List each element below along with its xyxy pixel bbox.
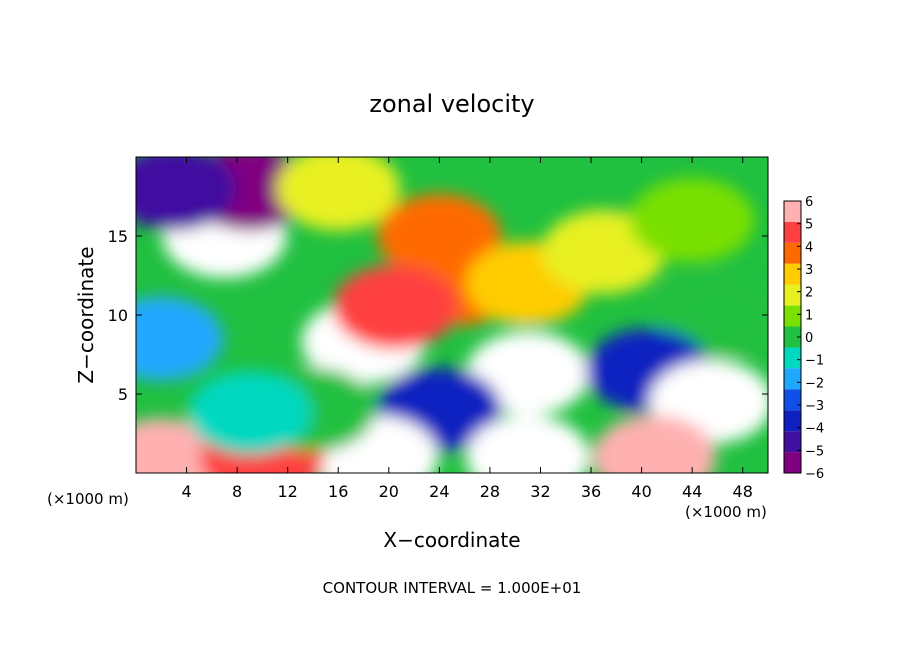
x-tick-label: 8 bbox=[232, 482, 242, 501]
field-blob bbox=[465, 415, 590, 473]
y-tick-label: 10 bbox=[108, 306, 128, 325]
chart-title: zonal velocity bbox=[369, 90, 534, 118]
field-blob bbox=[630, 178, 755, 263]
field-blob bbox=[187, 370, 312, 455]
colorbar-segment bbox=[784, 326, 801, 348]
x-unit-right: (×1000 m) bbox=[685, 503, 767, 521]
colorbar-tick-label: −6 bbox=[805, 467, 824, 482]
x-axis: 4 8 12 16 20 24 28 32 36 40 44 48 bbox=[181, 157, 753, 501]
colorbar-tick-label: 4 bbox=[805, 240, 813, 255]
colorbar-tick-label: 3 bbox=[805, 263, 813, 278]
colorbar-segment bbox=[784, 431, 801, 453]
x-tick-label: 28 bbox=[480, 482, 500, 501]
colorbar-tick-label: −3 bbox=[805, 399, 824, 414]
colorbar-tick-label: 2 bbox=[805, 286, 813, 301]
colorbar-tick-label: −2 bbox=[805, 376, 824, 391]
colorbar-tick-label: −1 bbox=[805, 354, 824, 369]
colorbar-tick-label: 6 bbox=[805, 195, 813, 210]
y-tick-label: 5 bbox=[118, 385, 128, 404]
x-tick-label: 4 bbox=[181, 482, 191, 501]
y-axis: 5 10 15 bbox=[108, 227, 768, 404]
colorbar-segment bbox=[784, 347, 801, 369]
y-axis-label: Z−coordinate bbox=[74, 246, 98, 383]
colorbar-tick-label: 0 bbox=[805, 331, 813, 346]
x-tick-label: 24 bbox=[429, 482, 449, 501]
colorbar-tick-label: −4 bbox=[805, 422, 824, 437]
x-tick-label: 36 bbox=[581, 482, 601, 501]
colorbar: 6 5 4 3 2 1 0 −1 −2 −3 −4 −5 −6 bbox=[783, 195, 824, 482]
field-blob bbox=[333, 265, 458, 350]
colorbar-segment bbox=[784, 368, 801, 390]
field-blob bbox=[136, 157, 236, 231]
colorbar-tick-label: −5 bbox=[805, 444, 824, 459]
colorbar-segment bbox=[784, 263, 801, 285]
colorbar-segment bbox=[784, 284, 801, 306]
x-tick-label: 44 bbox=[682, 482, 702, 501]
colorbar-segment bbox=[784, 305, 801, 327]
colorbar-segment bbox=[784, 201, 801, 222]
field-blob bbox=[592, 415, 717, 473]
x-tick-label: 20 bbox=[379, 482, 399, 501]
x-tick-label: 12 bbox=[278, 482, 298, 501]
colorbar-segment bbox=[784, 221, 801, 243]
y-tick-label: 15 bbox=[108, 227, 128, 246]
contour-interval-note: CONTOUR INTERVAL = 1.000E+01 bbox=[323, 579, 582, 597]
field-blob bbox=[276, 157, 401, 231]
x-axis-label: X−coordinate bbox=[383, 528, 520, 552]
x-unit-left: (×1000 m) bbox=[47, 490, 129, 508]
x-tick-label: 16 bbox=[328, 482, 348, 501]
field-blob bbox=[136, 296, 224, 381]
plot-area bbox=[136, 157, 768, 473]
colorbar-segment bbox=[784, 242, 801, 264]
colorbar-segment bbox=[784, 410, 801, 432]
heatmap-field bbox=[136, 157, 768, 473]
x-tick-label: 40 bbox=[631, 482, 651, 501]
colorbar-segment bbox=[784, 389, 801, 411]
x-tick-label: 32 bbox=[530, 482, 550, 501]
x-tick-label: 48 bbox=[733, 482, 753, 501]
colorbar-tick-label: 5 bbox=[805, 218, 813, 233]
colorbar-tick-label: 1 bbox=[805, 308, 813, 323]
colorbar-segment bbox=[784, 452, 801, 473]
